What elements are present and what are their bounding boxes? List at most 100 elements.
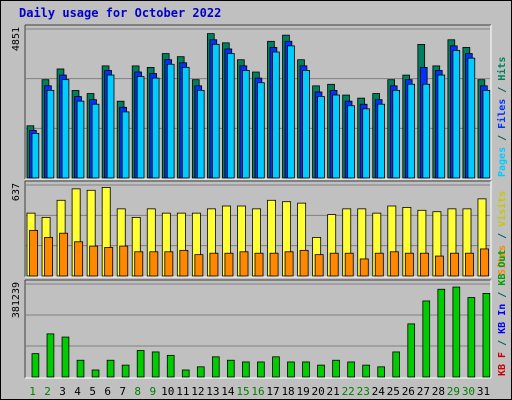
bar-kb-out	[377, 366, 385, 378]
day-label: 10	[161, 385, 174, 398]
bar-sites	[104, 247, 114, 277]
bar-sites	[59, 232, 69, 277]
bar-pages	[392, 89, 400, 179]
day-label: 11	[176, 385, 189, 398]
chart-title: Daily usage for October 2022	[19, 6, 222, 20]
day-label: 8	[134, 385, 141, 398]
bar-kb-out	[106, 359, 115, 378]
bar-kb-out	[242, 361, 250, 378]
bar-pages	[227, 53, 235, 179]
bar-pages	[347, 105, 355, 179]
bar-sites	[374, 252, 384, 277]
bar-sites	[299, 249, 309, 277]
legend-text: KB Out	[497, 250, 508, 286]
day-label: 16	[251, 385, 264, 398]
series-legend-bottom: KB F / KB In / KB Out	[497, 250, 508, 376]
bar-sites	[44, 237, 54, 277]
legend-text: Visits	[496, 191, 508, 227]
day-label: 13	[206, 385, 219, 398]
bar-sites	[269, 252, 279, 277]
bar-kb-out	[151, 351, 160, 378]
bar-pages	[136, 76, 145, 179]
bar-sites	[284, 251, 294, 277]
bar-kb-out	[46, 333, 55, 378]
day-label: 30	[462, 385, 475, 398]
bar-sites	[239, 251, 249, 277]
bar-pages	[196, 89, 205, 179]
bar-sites	[134, 251, 144, 277]
bar-kb-out	[136, 350, 145, 378]
bar-pages	[121, 111, 130, 179]
bar-pages	[467, 57, 476, 179]
bar-kb-out	[482, 293, 491, 378]
bar-kb-out	[272, 356, 280, 378]
day-label: 2	[44, 385, 51, 398]
bar-pages	[31, 132, 40, 179]
bar-pages	[302, 70, 310, 179]
bar-kb-out	[91, 369, 100, 378]
bar-sites	[149, 251, 159, 277]
bar-kb-out	[287, 361, 295, 378]
bar-kb-out	[392, 351, 400, 378]
bar-sites	[119, 245, 129, 277]
bar-kb-out	[407, 323, 416, 378]
bar-pages	[242, 70, 250, 179]
legend-text: /	[497, 227, 508, 245]
legend-text: /	[497, 81, 508, 99]
bar-sites	[224, 252, 234, 277]
bar-pages	[106, 74, 115, 179]
day-label: 20	[312, 385, 325, 398]
bar-pages	[211, 43, 220, 179]
bar-sites	[164, 251, 174, 277]
day-label: 6	[104, 385, 111, 398]
bar-pages	[46, 89, 55, 179]
y-axis-max-label: 637	[11, 183, 22, 201]
bar-sites	[329, 252, 339, 277]
bar-sites	[254, 252, 264, 277]
legend-text: KB F	[497, 352, 508, 376]
bar-sites	[419, 252, 429, 277]
series-legend-top: Pages / Files / Hits	[496, 57, 508, 177]
day-label: 31	[477, 385, 490, 398]
bar-sites	[359, 258, 369, 277]
bar-kb-out	[362, 364, 370, 378]
bar-pages	[272, 51, 280, 179]
day-label: 1	[29, 385, 36, 398]
bar-pages	[91, 103, 100, 179]
bar-kb-out	[121, 364, 130, 378]
bar-pages	[482, 89, 491, 179]
bar-sites	[74, 241, 84, 277]
bar-kb-out	[76, 359, 85, 378]
y-axis-max-label: 4851	[11, 27, 22, 51]
bar-sites	[209, 252, 219, 277]
bar-kb-out	[317, 364, 325, 378]
bar-sites	[465, 252, 474, 277]
bar-pages	[151, 77, 160, 179]
bar-sites	[389, 251, 399, 277]
bar-pages	[317, 96, 325, 179]
bar-kb-out	[211, 356, 220, 378]
bar-pages	[377, 103, 385, 179]
day-label: 27	[417, 385, 430, 398]
bar-pages	[166, 63, 175, 179]
bar-pages	[257, 82, 265, 179]
legend-text: /	[497, 286, 508, 304]
bar-pages	[437, 74, 446, 179]
bar-sites	[314, 254, 324, 277]
bar-kb-out	[61, 336, 70, 378]
day-label: 3	[59, 385, 66, 398]
bar-kb-out	[196, 366, 205, 378]
bar-sites	[194, 254, 204, 277]
bar-pages	[422, 83, 431, 179]
bar-kb-out	[452, 286, 461, 378]
legend-text: KB In	[497, 304, 508, 334]
bar-kb-out	[437, 288, 446, 378]
legend-text: /	[497, 334, 508, 352]
bar-pages	[452, 50, 461, 179]
legend-text: Pages	[497, 147, 508, 177]
day-label: 5	[89, 385, 96, 398]
legend-text: /	[497, 129, 508, 147]
bar-kb-out	[257, 361, 265, 378]
